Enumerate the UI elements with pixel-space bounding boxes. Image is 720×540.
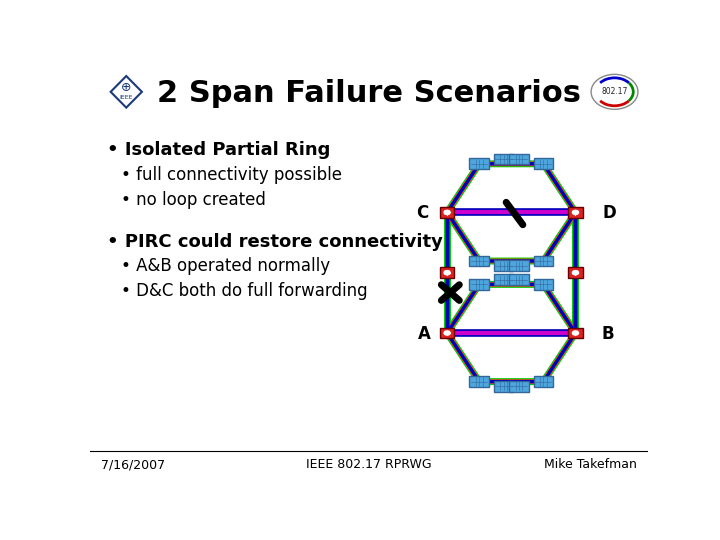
Text: ⊕: ⊕ (121, 81, 132, 94)
FancyBboxPatch shape (494, 274, 513, 285)
Circle shape (444, 210, 451, 215)
Text: • PIRC could restore connectivity: • PIRC could restore connectivity (107, 233, 443, 251)
Text: Mike Takefman: Mike Takefman (544, 458, 637, 471)
Text: 7/16/2007: 7/16/2007 (101, 458, 166, 471)
FancyBboxPatch shape (534, 158, 553, 169)
FancyBboxPatch shape (469, 279, 489, 290)
Text: IEEE: IEEE (120, 94, 133, 100)
FancyBboxPatch shape (469, 376, 489, 387)
FancyBboxPatch shape (440, 267, 454, 278)
Circle shape (572, 270, 579, 275)
Text: • Isolated Partial Ring: • Isolated Partial Ring (107, 141, 330, 159)
FancyBboxPatch shape (534, 255, 553, 266)
FancyBboxPatch shape (568, 207, 582, 218)
FancyBboxPatch shape (494, 260, 513, 271)
FancyBboxPatch shape (440, 328, 454, 339)
Text: • D&C both do full forwarding: • D&C both do full forwarding (121, 282, 367, 300)
FancyBboxPatch shape (509, 381, 528, 392)
Circle shape (572, 330, 579, 336)
FancyBboxPatch shape (494, 154, 513, 165)
FancyBboxPatch shape (509, 154, 528, 165)
Text: C: C (416, 204, 428, 222)
Circle shape (444, 330, 451, 336)
FancyBboxPatch shape (568, 328, 582, 339)
FancyBboxPatch shape (440, 207, 454, 218)
Circle shape (444, 270, 451, 275)
Text: • A&B operated normally: • A&B operated normally (121, 258, 330, 275)
Circle shape (591, 75, 638, 109)
FancyBboxPatch shape (509, 260, 528, 271)
Text: A: A (418, 325, 431, 343)
FancyBboxPatch shape (534, 279, 553, 290)
Text: D: D (602, 204, 616, 222)
FancyBboxPatch shape (509, 274, 528, 285)
FancyBboxPatch shape (469, 255, 489, 266)
Text: IEEE 802.17 RPRWG: IEEE 802.17 RPRWG (306, 458, 432, 471)
FancyBboxPatch shape (469, 158, 489, 169)
FancyBboxPatch shape (568, 267, 582, 278)
FancyBboxPatch shape (534, 376, 553, 387)
FancyBboxPatch shape (494, 381, 513, 392)
Polygon shape (111, 76, 142, 107)
Text: • no loop created: • no loop created (121, 191, 266, 209)
Text: • full connectivity possible: • full connectivity possible (121, 166, 342, 184)
Text: 802.17: 802.17 (601, 87, 628, 96)
Text: B: B (601, 325, 614, 343)
Circle shape (572, 210, 579, 215)
Text: 2 Span Failure Scenarios: 2 Span Failure Scenarios (157, 79, 581, 109)
